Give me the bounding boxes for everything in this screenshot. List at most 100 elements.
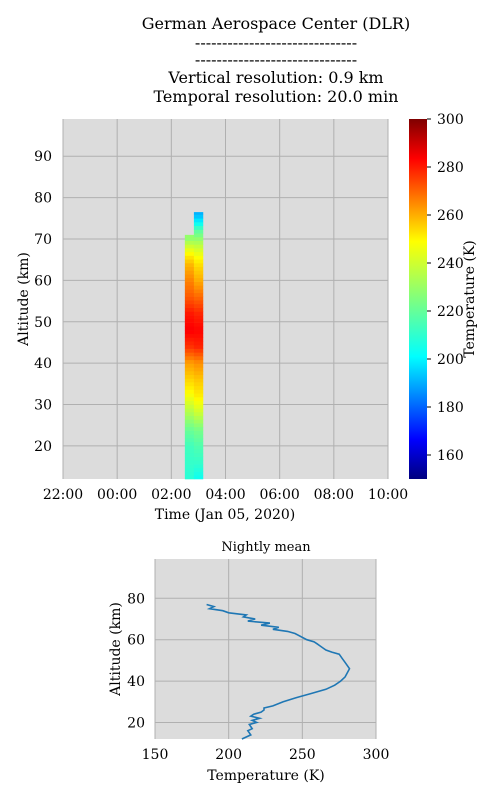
heatmap-cell: [193, 214, 204, 219]
heatmap-cell: [193, 348, 204, 353]
heatmap-y-tick-label: 30: [34, 398, 52, 414]
heatmap-cell: [184, 289, 195, 294]
heatmap-cell: [193, 359, 204, 364]
heatmap-cell: [184, 445, 195, 450]
heatmap-cell: [193, 285, 204, 290]
profile-x-tick-label: 300: [363, 747, 390, 763]
heatmap-cell: [184, 259, 195, 264]
heatmap-cell: [184, 393, 195, 398]
heatmap-cell: [184, 352, 195, 357]
heatmap-cell: [184, 244, 195, 249]
title-vertical-resolution: Vertical resolution: 0.9 km: [168, 68, 384, 87]
heatmap-cell: [184, 307, 195, 312]
heatmap-cell: [193, 378, 204, 383]
heatmap-cell: [184, 285, 195, 290]
heatmap-cell: [184, 344, 195, 349]
heatmap-cell: [184, 371, 195, 376]
heatmap-y-tick-label: 60: [34, 273, 52, 289]
heatmap-x-tick-label: 08:00: [314, 487, 354, 503]
heatmap-cell: [184, 248, 195, 253]
heatmap-cell: [193, 352, 204, 357]
heatmap-cell: [193, 322, 204, 327]
heatmap-cell: [184, 415, 195, 420]
heatmap-cell: [193, 337, 204, 342]
heatmap-cell: [193, 385, 204, 390]
heatmap-cell: [193, 281, 204, 286]
heatmap-cell: [193, 367, 204, 372]
heatmap-cell: [184, 460, 195, 465]
heatmap-cell: [184, 408, 195, 413]
heatmap-cell: [193, 296, 204, 301]
heatmap-cell: [184, 348, 195, 353]
heatmap-cell: [193, 434, 204, 439]
profile-x-ticks: 150 200 250 300: [142, 747, 390, 763]
title-separator-1: ------------------------------: [194, 33, 358, 52]
profile-x-tick-label: 200: [215, 747, 242, 763]
colorbar-tick-label: 220: [437, 304, 464, 320]
heatmap-cell: [193, 229, 204, 234]
heatmap-cell: [184, 274, 195, 279]
colorbar-ticks: 160 180 200 220 240 260 280 300: [427, 112, 464, 464]
heatmap-cell: [193, 289, 204, 294]
heatmap-x-tick-label: 00:00: [97, 487, 137, 503]
heatmap-cells: [184, 212, 204, 480]
heatmap-cell: [193, 236, 204, 241]
heatmap-cell: [184, 303, 195, 308]
profile-title: Nightly mean: [221, 540, 311, 555]
heatmap-cell: [193, 397, 204, 402]
heatmap-cell: [193, 225, 204, 230]
heatmap-cell: [193, 248, 204, 253]
heatmap-cell: [193, 471, 204, 476]
heatmap-cell: [184, 400, 195, 405]
heatmap-cell: [184, 419, 195, 424]
heatmap-cell: [193, 371, 204, 376]
colorbar-tick-label: 160: [437, 448, 464, 464]
heatmap-cell: [193, 441, 204, 446]
heatmap-cell: [193, 300, 204, 305]
heatmap-cell: [193, 456, 204, 461]
heatmap-cell: [184, 292, 195, 297]
heatmap-cell: [184, 311, 195, 316]
heatmap-cell: [193, 240, 204, 245]
heatmap-cell: [193, 438, 204, 443]
heatmap-cell: [193, 330, 204, 335]
heatmap-cell: [184, 430, 195, 435]
heatmap-cell: [184, 236, 195, 241]
heatmap-cell: [184, 378, 195, 383]
heatmap-cell: [184, 341, 195, 346]
profile-grid: [154, 559, 377, 739]
heatmap-cell: [184, 449, 195, 454]
colorbar-tick-label: 300: [437, 112, 464, 128]
heatmap-cell: [193, 430, 204, 435]
heatmap-x-tick-label: 10:00: [368, 487, 408, 503]
heatmap-cell: [193, 341, 204, 346]
heatmap-cell: [184, 467, 195, 472]
heatmap-cell: [193, 452, 204, 457]
heatmap-cell: [193, 251, 204, 256]
heatmap-cell: [193, 419, 204, 424]
heatmap-cell: [193, 318, 204, 323]
heatmap-cell: [184, 397, 195, 402]
heatmap-cell: [193, 344, 204, 349]
heatmap-cell: [193, 374, 204, 379]
heatmap-cell: [193, 244, 204, 249]
heatmap-cell: [184, 251, 195, 256]
colorbar-tick-label: 240: [437, 256, 464, 272]
heatmap-cell: [193, 333, 204, 338]
heatmap-cell: [193, 270, 204, 275]
nightly-mean-profile-chart: Nightly mean 150 200 250 300 20 40 60 80 Tempe…: [108, 540, 390, 784]
heatmap-cell: [193, 426, 204, 431]
heatmap-cell: [184, 423, 195, 428]
heatmap-y-ticks: 20 30 40 50 60 70 80 90: [34, 149, 52, 455]
heatmap-cell: [184, 318, 195, 323]
heatmap-cell: [184, 404, 195, 409]
heatmap-cell: [193, 255, 204, 260]
heatmap-y-tick-label: 80: [34, 191, 52, 207]
heatmap-cell: [184, 438, 195, 443]
heatmap-y-tick-label: 50: [34, 315, 52, 331]
heatmap-cell: [193, 274, 204, 279]
heatmap-cell: [184, 263, 195, 268]
heatmap-cell: [184, 426, 195, 431]
heatmap-cell: [193, 263, 204, 268]
profile-y-tick-label: 80: [127, 591, 145, 607]
